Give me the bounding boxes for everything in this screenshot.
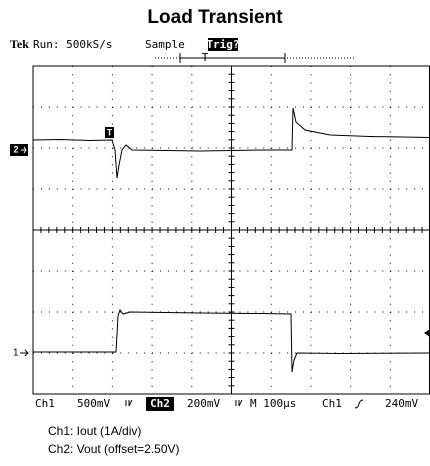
ch1-marker: 1 — [13, 348, 19, 359]
ch2-marker: 2 — [13, 144, 18, 154]
note: Ch2: Vout (offset=2.50V) — [48, 442, 180, 456]
ch1-label: Ch1 — [35, 397, 55, 410]
ch2-marker-box — [10, 144, 28, 156]
brand: Tek — [10, 37, 29, 51]
ch1-trace — [33, 308, 430, 373]
status-row: Ch1 500mV Ch2 200mV M 100µs Ch1 240mV — [35, 397, 418, 411]
title: Load Transient — [147, 7, 283, 28]
trig-level: 240mV — [385, 397, 418, 410]
note: Ch1: Iout (1A/div) — [48, 424, 141, 438]
slope-icon — [354, 399, 364, 409]
ch2-arrow — [21, 146, 27, 154]
ch2-trace — [32, 107, 430, 179]
trig-marker: T — [107, 127, 113, 137]
trig-box — [208, 38, 238, 51]
run-rate: Run: 500kS/s — [33, 38, 112, 51]
ch2-label: Ch2 — [150, 397, 170, 410]
ch2-label-box — [146, 397, 174, 411]
bracket-t: T — [202, 51, 209, 64]
ch1-arrow — [20, 349, 29, 357]
graticule — [32, 65, 430, 395]
ch2-scale: 200mV — [187, 397, 220, 410]
trig-status: Trig? — [206, 38, 239, 51]
trig-marker-box — [105, 127, 114, 138]
ch1-scale: 500mV — [77, 397, 110, 410]
trig-source: Ch1 — [322, 397, 342, 410]
record-bracket — [155, 53, 355, 63]
bw-icon — [125, 399, 133, 407]
timebase: M 100µs — [250, 397, 296, 410]
bw-icon — [235, 399, 243, 407]
acq-mode: Sample — [145, 38, 185, 51]
trig-level-arrow — [424, 329, 430, 337]
